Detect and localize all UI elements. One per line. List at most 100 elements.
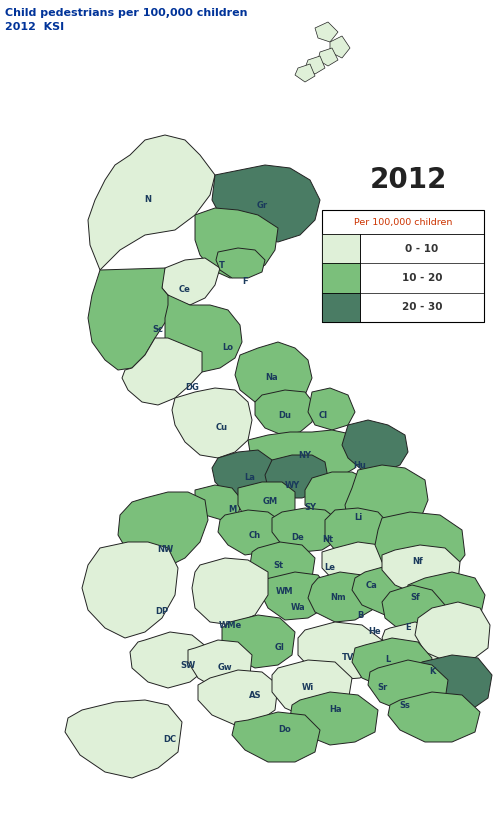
- Text: E: E: [405, 624, 411, 633]
- Text: Gw: Gw: [218, 664, 232, 672]
- Text: Do: Do: [279, 726, 291, 735]
- Text: 2012  KSI: 2012 KSI: [5, 22, 64, 32]
- Polygon shape: [265, 455, 328, 498]
- Polygon shape: [238, 482, 295, 522]
- Polygon shape: [415, 602, 490, 662]
- Text: DP: DP: [155, 608, 169, 616]
- Text: He: He: [369, 628, 381, 636]
- Bar: [322, 210, 484, 322]
- Text: SY: SY: [304, 503, 316, 512]
- Polygon shape: [322, 542, 392, 590]
- Text: Ha: Ha: [329, 706, 341, 715]
- Polygon shape: [330, 36, 350, 58]
- Polygon shape: [345, 465, 428, 538]
- Text: GM: GM: [262, 497, 278, 507]
- Text: Wi: Wi: [302, 684, 314, 692]
- Polygon shape: [295, 64, 315, 82]
- Polygon shape: [172, 388, 252, 458]
- Polygon shape: [122, 338, 202, 405]
- Text: Hu: Hu: [354, 461, 367, 470]
- Text: Du: Du: [278, 410, 292, 420]
- Polygon shape: [308, 388, 355, 430]
- Text: AS: AS: [249, 691, 261, 700]
- Text: SW: SW: [181, 660, 195, 670]
- Polygon shape: [342, 420, 408, 472]
- Polygon shape: [188, 640, 252, 688]
- Polygon shape: [272, 508, 338, 552]
- Text: Na: Na: [266, 374, 278, 383]
- Text: St: St: [273, 560, 283, 569]
- Text: Ca: Ca: [366, 580, 378, 589]
- Polygon shape: [405, 572, 485, 628]
- Polygon shape: [408, 655, 492, 715]
- Text: 10 - 20: 10 - 20: [402, 273, 442, 283]
- Bar: [322, 293, 360, 322]
- Polygon shape: [318, 48, 338, 66]
- Text: 2012: 2012: [370, 166, 447, 194]
- Text: 0 - 10: 0 - 10: [405, 243, 438, 253]
- Polygon shape: [305, 56, 325, 74]
- Polygon shape: [325, 508, 390, 558]
- Text: Per 100,000 children: Per 100,000 children: [354, 218, 452, 227]
- Text: WY: WY: [284, 481, 300, 490]
- Polygon shape: [375, 512, 465, 580]
- Text: TV: TV: [342, 654, 354, 662]
- Polygon shape: [216, 248, 265, 278]
- Polygon shape: [165, 295, 242, 372]
- Text: Nm: Nm: [330, 594, 346, 603]
- Text: Child pedestrians per 100,000 children: Child pedestrians per 100,000 children: [5, 8, 248, 18]
- Polygon shape: [232, 712, 320, 762]
- Text: 20 - 30: 20 - 30: [402, 303, 442, 313]
- Polygon shape: [298, 622, 382, 680]
- Text: Ch: Ch: [249, 531, 261, 539]
- Text: N: N: [144, 196, 151, 205]
- Bar: [322, 263, 360, 293]
- Text: Sr: Sr: [377, 684, 387, 692]
- Polygon shape: [118, 492, 208, 568]
- Text: Li: Li: [354, 513, 362, 522]
- Polygon shape: [130, 632, 208, 688]
- Text: Cu: Cu: [216, 424, 228, 432]
- Text: Wa: Wa: [291, 604, 306, 613]
- Text: L: L: [385, 655, 391, 665]
- Polygon shape: [65, 700, 182, 778]
- Text: M: M: [228, 506, 236, 514]
- Text: Sc: Sc: [152, 325, 164, 334]
- Polygon shape: [250, 542, 315, 590]
- Polygon shape: [382, 545, 460, 595]
- Polygon shape: [368, 660, 448, 712]
- Text: Ss: Ss: [400, 701, 410, 710]
- Polygon shape: [255, 390, 315, 435]
- Polygon shape: [195, 485, 242, 520]
- Polygon shape: [290, 692, 378, 745]
- Text: Le: Le: [324, 563, 335, 573]
- Text: Cl: Cl: [318, 410, 327, 420]
- Polygon shape: [352, 565, 425, 615]
- Polygon shape: [212, 450, 272, 498]
- Polygon shape: [352, 638, 432, 688]
- Text: DG: DG: [185, 384, 199, 392]
- Polygon shape: [248, 430, 362, 482]
- Text: T: T: [219, 261, 225, 269]
- Text: Ce: Ce: [179, 286, 191, 294]
- Text: Gl: Gl: [275, 644, 285, 653]
- Text: Lo: Lo: [223, 344, 234, 353]
- Text: Gr: Gr: [256, 201, 267, 210]
- Polygon shape: [195, 208, 278, 278]
- Text: NY: NY: [299, 451, 311, 460]
- Text: Nf: Nf: [413, 558, 424, 567]
- Polygon shape: [222, 615, 295, 668]
- Polygon shape: [192, 558, 268, 625]
- Polygon shape: [260, 572, 328, 620]
- Text: B: B: [357, 610, 363, 619]
- Text: DC: DC: [164, 736, 177, 745]
- Polygon shape: [162, 258, 220, 305]
- Text: WM: WM: [276, 588, 294, 597]
- Text: La: La: [245, 473, 255, 482]
- Polygon shape: [308, 572, 375, 622]
- Polygon shape: [382, 585, 445, 632]
- Polygon shape: [305, 472, 370, 518]
- Text: F: F: [242, 278, 248, 287]
- Text: Sf: Sf: [410, 594, 420, 603]
- Polygon shape: [212, 165, 320, 242]
